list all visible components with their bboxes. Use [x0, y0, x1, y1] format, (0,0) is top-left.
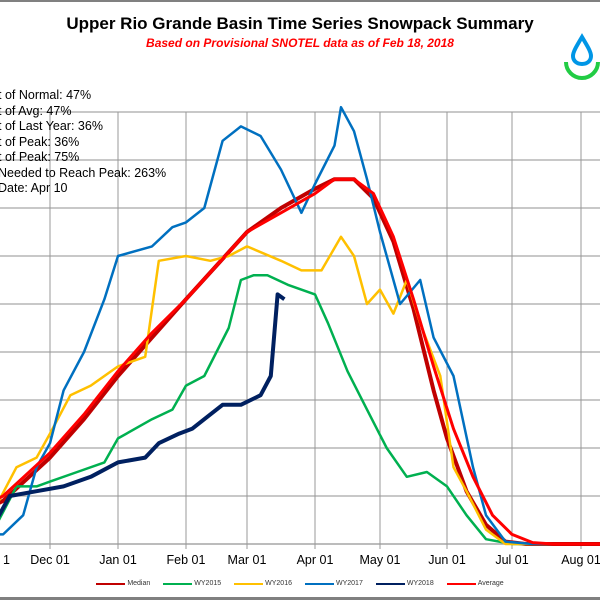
legend-label: WY2015 [194, 580, 222, 587]
legend-item-wy2016: WY2016 [234, 580, 292, 587]
legend-swatch [163, 582, 193, 585]
bottom-border [0, 597, 600, 600]
x-tick-label: Jun 01 [428, 553, 466, 567]
series-wy2016 [0, 235, 600, 546]
stat-needed-peak: Needed to Reach Peak: 263% [0, 165, 167, 180]
legend-swatch [305, 582, 334, 585]
x-tick-label: Aug 01 [561, 553, 600, 567]
stat-peak-date: Date: Apr 10 [0, 181, 68, 195]
legend-swatch [96, 582, 126, 585]
legend-label: Median [127, 580, 151, 587]
x-tick-labels: 1 Dec 01 Jan 01 Feb 01 Mar 01 Apr 01 May 01 Jun… [3, 553, 600, 567]
stat-pct-peak-2: t of Peak: 75% [0, 150, 80, 164]
legend: Median WY2015 WY2016 WY2017 WY2018 Average [0, 580, 600, 587]
stat-pct-avg: t of Avg: 47% [0, 103, 72, 118]
legend-label: WY2018 [406, 580, 434, 587]
x-tick-label: May 01 [360, 553, 401, 567]
stats-annotations: t of Normal: 47% t of Avg: 47% t of Last… [0, 88, 166, 197]
x-tick-label: Apr 01 [297, 553, 334, 567]
stat-pct-peak-1: t of Peak: 36% [0, 134, 80, 149]
x-tick-label: 1 [3, 553, 10, 567]
legend-swatch [446, 582, 476, 585]
x-tick-label: Feb 01 [167, 553, 206, 567]
x-tick-label: Jul 01 [495, 553, 528, 567]
legend-swatch [234, 582, 264, 585]
x-tick-label: Mar 01 [228, 553, 267, 567]
legend-item-wy2015: WY2015 [163, 580, 221, 587]
legend-item-average: Average [446, 580, 504, 587]
series-median [0, 177, 600, 546]
x-tick-label: Dec 01 [30, 553, 70, 567]
series-wy2015 [0, 273, 600, 546]
legend-item-wy2017: WY2017 [305, 580, 363, 587]
arc-shape [564, 61, 600, 80]
top-border [0, 0, 600, 2]
series-lines [0, 105, 600, 546]
legend-item-median: Median [96, 580, 150, 587]
legend-swatch [375, 582, 405, 585]
chart-title: Upper Rio Grande Basin Time Series Snowp… [66, 14, 534, 33]
chart-subtitle: Based on Provisional SNOTEL data as of F… [146, 36, 454, 50]
legend-label: Average [477, 580, 504, 587]
series-wy2018 [0, 292, 286, 518]
stat-pct-last-year: t of Last Year: 36% [0, 119, 103, 133]
stat-pct-normal: t of Normal: 47% [0, 88, 92, 102]
legend-label: WY2016 [265, 580, 292, 587]
series-wy2017 [0, 105, 600, 546]
drop-shape [570, 33, 594, 67]
series-average [0, 177, 600, 546]
water-drop-icon [564, 33, 600, 80]
legend-item-wy2018: WY2018 [375, 580, 434, 587]
x-tick-label: Jan 01 [99, 553, 137, 567]
legend-label: WY2017 [336, 580, 363, 587]
